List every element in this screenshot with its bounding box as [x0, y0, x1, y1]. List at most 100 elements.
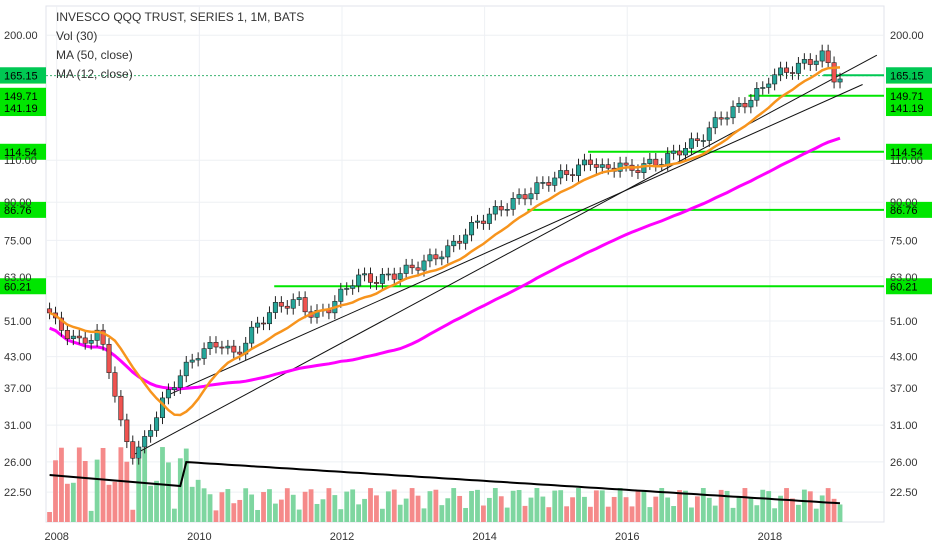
volume-bar: [118, 447, 124, 522]
volume-bar: [605, 506, 611, 522]
candle-body: [694, 138, 700, 141]
volume-bar: [718, 489, 724, 522]
candle-body: [47, 308, 53, 314]
candle-body: [837, 78, 843, 83]
x-tick-label: 2012: [330, 531, 354, 543]
candle-body: [593, 164, 599, 168]
volume-bar: [314, 503, 320, 522]
level-label-left: 114.54: [4, 147, 37, 159]
volume-bar: [790, 498, 795, 522]
candle-body: [142, 436, 148, 448]
candle-body: [463, 234, 469, 244]
candle-body: [504, 209, 510, 211]
candle-body: [522, 194, 528, 200]
volume-bar: [421, 508, 427, 522]
legend-ma12[interactable]: MA (12, close): [56, 67, 133, 81]
candle-body: [379, 273, 385, 284]
y-tick-label-right: 31.00: [890, 420, 918, 432]
candle-body: [118, 395, 124, 421]
volume-bar: [47, 512, 52, 522]
trend-line-lower: [134, 54, 878, 455]
volume-bar: [778, 495, 783, 522]
volume-bar: [124, 461, 130, 522]
volume-bar: [659, 488, 665, 522]
candle-body: [772, 74, 778, 85]
candle-body: [266, 312, 272, 325]
volume-bar: [142, 448, 148, 522]
volume-bar: [130, 509, 136, 522]
candle-body: [64, 330, 70, 340]
candle-body: [564, 170, 570, 175]
volume-bar: [760, 489, 766, 522]
volume-bar: [391, 489, 397, 522]
y-tick-label-left: 51.00: [4, 316, 32, 328]
volume-bar: [385, 491, 391, 522]
volume-bar: [403, 498, 409, 522]
volume-bars: [47, 447, 843, 522]
volume-bar: [546, 507, 552, 522]
legend-volume[interactable]: Vol (30): [56, 29, 98, 43]
volume-bar: [290, 494, 296, 522]
axes: 2008 2010 2012 2014 2016 2018 200.00 200.00 110.…: [4, 30, 924, 543]
volume-bar: [582, 496, 587, 522]
level-tag-left: [0, 278, 46, 295]
y-tick-label-left: 90.00: [4, 197, 32, 209]
volume-bar: [576, 488, 581, 522]
candle-body: [189, 359, 195, 363]
level-tag-right: [886, 278, 932, 295]
volume-bar: [273, 503, 278, 522]
volume-bar: [261, 492, 266, 522]
volume-bar: [225, 489, 231, 522]
volume-bar: [623, 497, 629, 522]
candle-body: [427, 254, 433, 262]
y-tick-label-left: 37.00: [4, 383, 32, 395]
volume-bar: [379, 508, 385, 522]
candle-body: [748, 99, 754, 108]
candle-body: [635, 170, 641, 173]
candle-body: [671, 150, 677, 154]
volume-bar: [599, 490, 605, 522]
x-tick-label: 2018: [758, 531, 782, 543]
volume-bar: [724, 490, 730, 522]
volume-bar: [53, 460, 58, 522]
horizontal-levels[interactable]: 164.91164.91165.15165.15149.71149.71141.…: [0, 67, 932, 295]
candle-body: [100, 329, 106, 345]
volume-bar: [278, 499, 284, 522]
candle-body: [641, 163, 647, 173]
candle-body: [272, 302, 278, 313]
volume-bar: [59, 447, 64, 522]
level-tag-left: [0, 87, 46, 104]
candle-body: [516, 194, 522, 199]
candle-body: [510, 198, 516, 210]
candle-body: [736, 102, 742, 107]
volume-bar: [801, 489, 807, 522]
volume-bar: [736, 496, 742, 522]
volume-bar: [653, 496, 659, 522]
volume-bar: [94, 459, 100, 522]
volume-bar: [730, 507, 736, 522]
y-tick-label-left: 75.00: [4, 235, 32, 247]
volume-bar: [183, 448, 189, 522]
volume-bar: [219, 492, 225, 522]
volume-bar: [819, 495, 825, 522]
candle-body: [730, 106, 736, 119]
volume-bar: [766, 491, 772, 522]
volume-bar: [177, 458, 183, 522]
candle-body: [362, 273, 368, 276]
volume-bar: [427, 491, 433, 522]
candle-body: [338, 288, 344, 302]
volume-bar: [677, 490, 682, 522]
y-tick-label-right: 90.00: [890, 197, 918, 209]
candle-body: [397, 273, 403, 280]
trend-lines[interactable]: [134, 54, 878, 455]
candle-body: [219, 346, 225, 349]
level-tag-right: [886, 87, 932, 104]
volume-bar: [106, 484, 112, 522]
candle-body: [712, 117, 718, 129]
candle-body: [421, 260, 427, 271]
candle-body: [534, 182, 540, 195]
legend-ma50[interactable]: MA (50, close): [56, 48, 133, 62]
candle-body: [278, 302, 284, 307]
